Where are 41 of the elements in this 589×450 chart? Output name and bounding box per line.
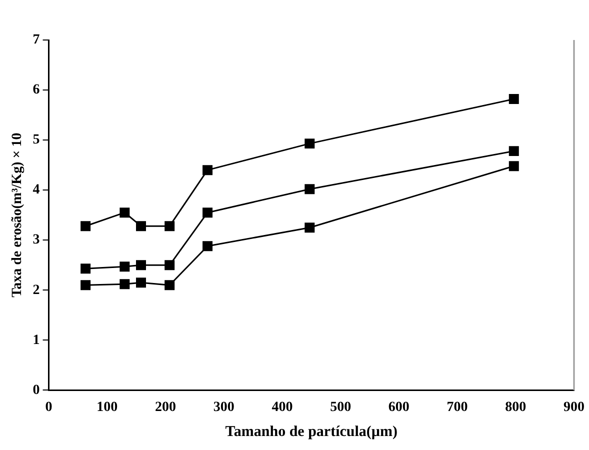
y-tick-label: 1 [32,332,40,348]
point [202,241,213,252]
y-tick-label: 4 [32,182,40,198]
point [120,262,130,272]
x-tick-label: 300 [213,400,234,416]
x-tick-label: 700 [446,400,468,416]
point [508,94,519,104]
point [202,208,213,218]
point [304,222,315,233]
x-tick-label: 0 [45,400,52,416]
x-tick-label: 500 [330,400,352,416]
point [508,161,519,172]
point [136,260,146,270]
point [164,280,175,290]
y-tick-label: 0 [32,382,40,398]
point [508,146,519,156]
point [164,260,175,270]
point [136,221,146,232]
point [164,221,175,232]
y-tick-label: 2 [32,282,40,298]
point [80,280,91,290]
y-tick-label: 5 [32,132,40,148]
point [120,208,130,218]
y-tick-label: 7 [32,32,40,48]
x-tick-label: 400 [272,400,293,416]
y-axis-title: Taxa de erosão(m³/Kg) × 10 [10,132,26,298]
x-tick-label: 800 [505,400,526,416]
point [80,264,91,274]
x-axis-title: Tamanho de partícula(µm) [225,424,398,440]
x-tick-label: 200 [155,400,176,416]
point [304,184,315,194]
x-tick-label: 900 [564,400,584,416]
y-tick-label: 6 [32,82,40,98]
point [120,279,130,290]
y-tick-label: 3 [32,232,40,248]
point [136,278,146,288]
point [202,165,213,176]
x-tick-label: 100 [96,400,118,416]
point [304,138,315,149]
point [80,221,91,232]
x-tick-label: 600 [388,400,410,416]
